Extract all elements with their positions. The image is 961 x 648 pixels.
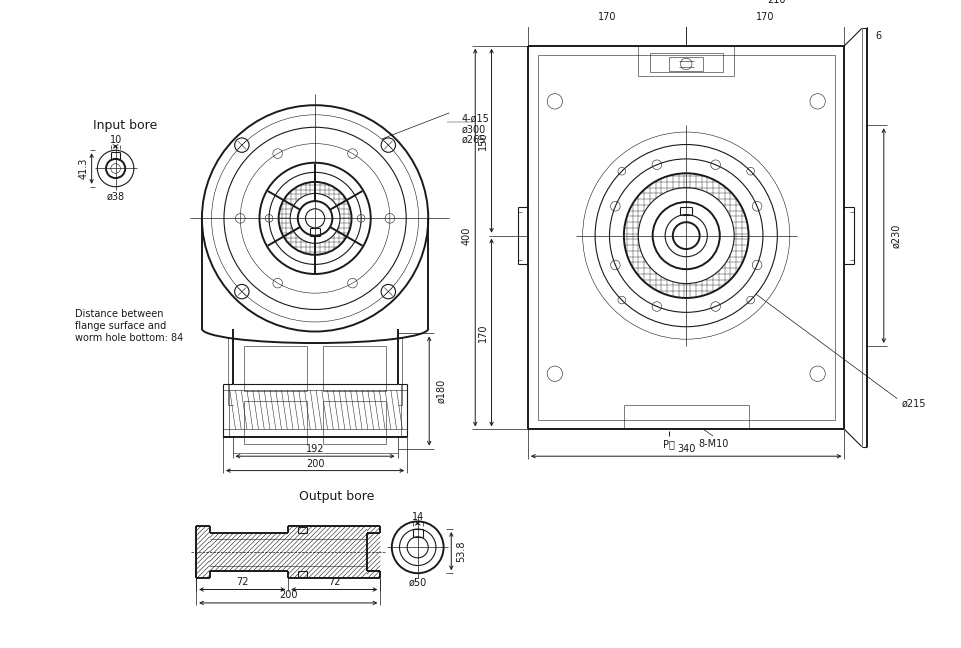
Text: 170: 170 [755, 12, 774, 22]
Text: Input bore: Input bore [93, 119, 158, 132]
Text: 200: 200 [279, 590, 297, 600]
Text: 72: 72 [328, 577, 340, 587]
Text: 8-M10: 8-M10 [697, 439, 727, 448]
Text: 200: 200 [306, 459, 324, 469]
Text: 340: 340 [677, 443, 695, 454]
Text: ø180: ø180 [436, 379, 446, 403]
Text: 4-ø15: 4-ø15 [461, 113, 489, 124]
Text: 10: 10 [110, 135, 122, 145]
Text: 150: 150 [478, 132, 487, 150]
Text: 400: 400 [461, 226, 471, 245]
Text: 210: 210 [767, 0, 785, 5]
Text: 170: 170 [478, 323, 487, 341]
Text: ø38: ø38 [107, 191, 125, 202]
Text: ø300: ø300 [461, 125, 485, 135]
Text: ø215: ø215 [901, 399, 925, 408]
Text: 14: 14 [411, 512, 424, 522]
Text: 170: 170 [597, 12, 616, 22]
Text: ø230: ø230 [890, 224, 900, 248]
Text: 53.8: 53.8 [456, 540, 465, 562]
Text: ø265: ø265 [461, 135, 486, 145]
Text: ø50: ø50 [408, 578, 427, 588]
Text: Output bore: Output bore [298, 490, 374, 503]
Text: 41.3: 41.3 [79, 158, 88, 179]
Text: 192: 192 [306, 445, 324, 454]
Text: P向: P向 [662, 439, 675, 448]
Text: Distance between
flange surface and
worm hole bottom: 84: Distance between flange surface and worm… [75, 310, 184, 343]
Text: 6: 6 [875, 31, 880, 41]
Text: 72: 72 [235, 577, 248, 587]
